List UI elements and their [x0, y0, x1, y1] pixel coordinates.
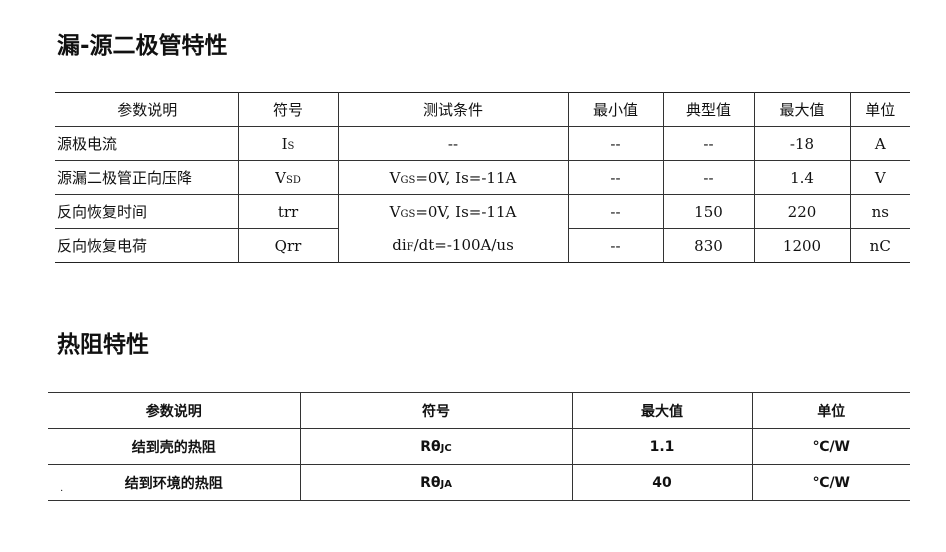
param-cell: 结到环境的热阻	[124, 475, 223, 492]
header-typ: 典型值	[662, 92, 754, 127]
param-cell: 结到壳的热阻	[131, 439, 216, 456]
max-cell: 40	[571, 464, 752, 501]
symbol-cell: IS	[237, 126, 338, 161]
header-min: 最小值	[567, 92, 663, 127]
unit-cell: ℃/W	[751, 464, 910, 501]
stray-mark: ·	[60, 486, 64, 497]
symbol: Rθ	[420, 438, 441, 455]
header-condition: 测试条件	[337, 92, 568, 127]
symbol-cell: RθJA	[299, 464, 572, 501]
table-row: 结到壳的热阻 RθJC 1.1 ℃/W	[48, 428, 910, 465]
diode-characteristics-table: 参数说明 符号 测试条件 最小值 典型值 最大值 单位 源极电流 IS -- -…	[55, 92, 910, 263]
unit-cell: ns	[849, 194, 910, 229]
table-row: 源极电流 IS -- -- -- -18 A	[55, 126, 910, 161]
param-cell: 反向恢复电荷	[57, 237, 148, 255]
condition-cell: VGS=0V, Is=-11A	[337, 160, 568, 195]
symbol-sub: JA	[440, 478, 452, 490]
cond-text: /dt=-100A/us	[413, 236, 514, 255]
min-cell: --	[567, 126, 663, 161]
typ-cell: --	[662, 160, 754, 195]
symbol: Rθ	[420, 474, 441, 491]
min-cell: --	[567, 160, 663, 195]
cond-text: =0V, Is=-11A	[415, 168, 517, 187]
header-param: 参数说明	[145, 403, 202, 420]
typ-cell: 830	[662, 228, 754, 263]
symbol-sub: JC	[440, 442, 452, 454]
header-unit: 单位	[751, 392, 910, 429]
max-cell: 220	[753, 194, 850, 229]
condition-cell: VGS=0V, Is=-11A	[337, 194, 568, 229]
thermal-resistance-table: 参数说明 符号 最大值 单位 结到壳的热阻 RθJC 1.1 ℃/W 结到环境的…	[48, 392, 910, 501]
max-cell: 1200	[753, 228, 850, 263]
cond-text: =0V, Is=-11A	[415, 202, 517, 221]
param-cell: 反向恢复时间	[55, 194, 238, 229]
typ-cell: 150	[662, 194, 754, 229]
header-max: 最大值	[753, 92, 850, 127]
param-cell: 源极电流	[57, 135, 118, 153]
max-cell: 1.4	[753, 160, 850, 195]
unit-cell: A	[849, 126, 910, 161]
cond-text: di	[392, 236, 407, 255]
unit-cell: V	[849, 160, 910, 195]
cond-sub: F	[406, 242, 414, 254]
max-cell: 1.1	[571, 428, 752, 465]
cond-text: V	[389, 168, 401, 187]
header-symbol: 符号	[299, 392, 572, 429]
symbol-cell: RθJC	[299, 428, 572, 465]
min-cell: --	[567, 228, 663, 263]
cond-sub: GS	[400, 174, 416, 186]
symbol: V	[275, 168, 286, 187]
symbol-cell: VSD	[237, 160, 338, 195]
max-cell: -18	[753, 126, 850, 161]
header-param: 参数说明	[117, 101, 178, 119]
symbol-sub: SD	[285, 174, 301, 186]
typ-cell: --	[662, 126, 754, 161]
cond-sub: GS	[400, 208, 416, 220]
symbol-cell: Qrr	[237, 228, 338, 263]
min-cell: --	[567, 194, 663, 229]
cond-text: V	[389, 202, 401, 221]
param-cell: 源漏二极管正向压降	[57, 169, 193, 187]
table-row: 反向恢复时间 trr VGS=0V, Is=-11A -- 150 220 ns	[55, 194, 910, 229]
section-title-diode: 漏-源二极管特性	[57, 33, 228, 59]
symbol: I	[281, 134, 288, 153]
unit-cell: nC	[849, 228, 910, 263]
table-row: 反向恢复电荷 Qrr diF/dt=-100A/us -- 830 1200 n…	[55, 228, 910, 263]
header-unit: 单位	[849, 92, 910, 127]
condition-cell: diF/dt=-100A/us	[337, 228, 568, 263]
condition-cell: --	[337, 126, 568, 161]
table-row: 结到环境的热阻 RθJA 40 ℃/W	[48, 464, 910, 501]
table-row: 源漏二极管正向压降 VSD VGS=0V, Is=-11A -- -- 1.4 …	[55, 160, 910, 195]
symbol-sub: S	[287, 140, 295, 152]
header-max: 最大值	[571, 392, 752, 429]
unit-cell: ℃/W	[751, 428, 910, 465]
table-header-row: 参数说明 符号 测试条件 最小值 典型值 最大值 单位	[55, 92, 910, 127]
table-header-row: 参数说明 符号 最大值 单位	[48, 392, 910, 429]
header-symbol: 符号	[237, 92, 338, 127]
symbol-cell: trr	[237, 194, 338, 229]
section-title-thermal: 热阻特性	[57, 332, 149, 358]
